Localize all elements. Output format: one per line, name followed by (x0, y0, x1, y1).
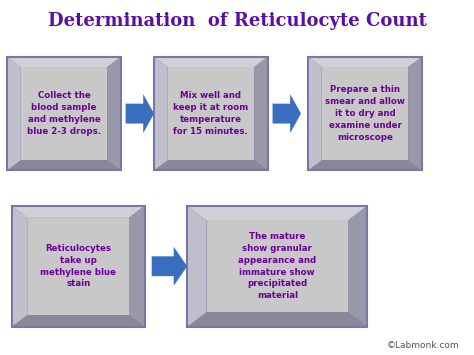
Polygon shape (322, 67, 408, 160)
Polygon shape (21, 67, 107, 160)
Polygon shape (28, 218, 128, 315)
Polygon shape (7, 160, 121, 170)
Polygon shape (154, 57, 168, 170)
Polygon shape (7, 57, 21, 170)
Polygon shape (308, 57, 322, 170)
Polygon shape (348, 206, 367, 327)
Text: The mature
show granular
appearance and
immature show
precipitated
material: The mature show granular appearance and … (238, 232, 316, 300)
Polygon shape (128, 206, 145, 327)
Polygon shape (408, 57, 422, 170)
Polygon shape (168, 67, 254, 160)
Polygon shape (7, 57, 121, 67)
Polygon shape (187, 206, 367, 220)
Polygon shape (154, 57, 268, 67)
Text: ©Labmonk.com: ©Labmonk.com (387, 341, 460, 350)
Polygon shape (308, 57, 422, 67)
Polygon shape (154, 57, 268, 170)
Polygon shape (273, 94, 301, 133)
Polygon shape (12, 206, 145, 327)
Polygon shape (187, 206, 367, 327)
Polygon shape (7, 57, 121, 170)
Polygon shape (12, 206, 145, 218)
Text: Reticulocytes
take up
methylene blue
stain: Reticulocytes take up methylene blue sta… (40, 244, 116, 289)
Polygon shape (12, 206, 28, 327)
Polygon shape (207, 220, 348, 312)
Polygon shape (152, 247, 187, 286)
Polygon shape (308, 57, 422, 170)
Polygon shape (107, 57, 121, 170)
Polygon shape (126, 94, 154, 133)
Polygon shape (308, 160, 422, 170)
Polygon shape (187, 206, 207, 327)
Text: Prepare a thin
smear and allow
it to dry and
examine under
microscope: Prepare a thin smear and allow it to dry… (325, 86, 405, 142)
Text: Determination  of Reticulocyte Count: Determination of Reticulocyte Count (47, 12, 427, 31)
Polygon shape (12, 315, 145, 327)
Polygon shape (154, 160, 268, 170)
Polygon shape (254, 57, 268, 170)
Text: Collect the
blood sample
and methylene
blue 2-3 drops.: Collect the blood sample and methylene b… (27, 91, 101, 136)
Text: Mix well and
keep it at room
temperature
for 15 minutes.: Mix well and keep it at room temperature… (173, 91, 248, 136)
Polygon shape (187, 312, 367, 327)
